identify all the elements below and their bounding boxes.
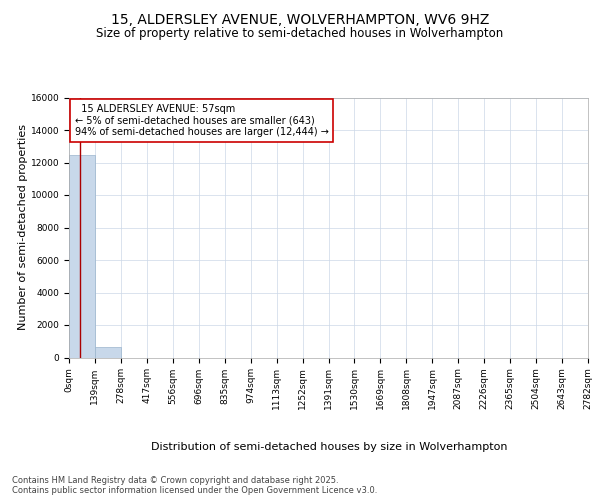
Bar bbox=[95, 347, 121, 358]
Text: Contains HM Land Registry data © Crown copyright and database right 2025.
Contai: Contains HM Land Registry data © Crown c… bbox=[12, 476, 377, 495]
Text: Size of property relative to semi-detached houses in Wolverhampton: Size of property relative to semi-detach… bbox=[97, 28, 503, 40]
Bar bbox=[69, 156, 95, 358]
Text: 15, ALDERSLEY AVENUE, WOLVERHAMPTON, WV6 9HZ: 15, ALDERSLEY AVENUE, WOLVERHAMPTON, WV6… bbox=[111, 12, 489, 26]
Y-axis label: Number of semi-detached properties: Number of semi-detached properties bbox=[18, 124, 28, 330]
Text: Distribution of semi-detached houses by size in Wolverhampton: Distribution of semi-detached houses by … bbox=[151, 442, 507, 452]
Text: 15 ALDERSLEY AVENUE: 57sqm
← 5% of semi-detached houses are smaller (643)
94% of: 15 ALDERSLEY AVENUE: 57sqm ← 5% of semi-… bbox=[74, 104, 328, 137]
